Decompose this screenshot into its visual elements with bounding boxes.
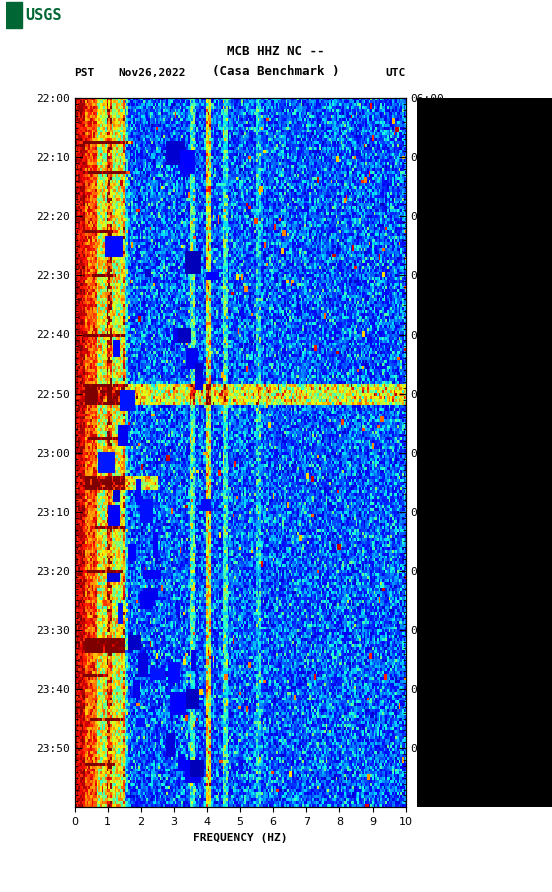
Text: (Casa Benchmark ): (Casa Benchmark ) xyxy=(213,65,339,78)
X-axis label: FREQUENCY (HZ): FREQUENCY (HZ) xyxy=(193,832,288,843)
Text: Nov26,2022: Nov26,2022 xyxy=(119,69,186,78)
Text: USGS: USGS xyxy=(25,8,62,23)
Text: MCB HHZ NC --: MCB HHZ NC -- xyxy=(227,45,325,58)
Text: PST: PST xyxy=(75,69,95,78)
Bar xyxy=(6,2,22,29)
Text: UTC: UTC xyxy=(385,69,406,78)
